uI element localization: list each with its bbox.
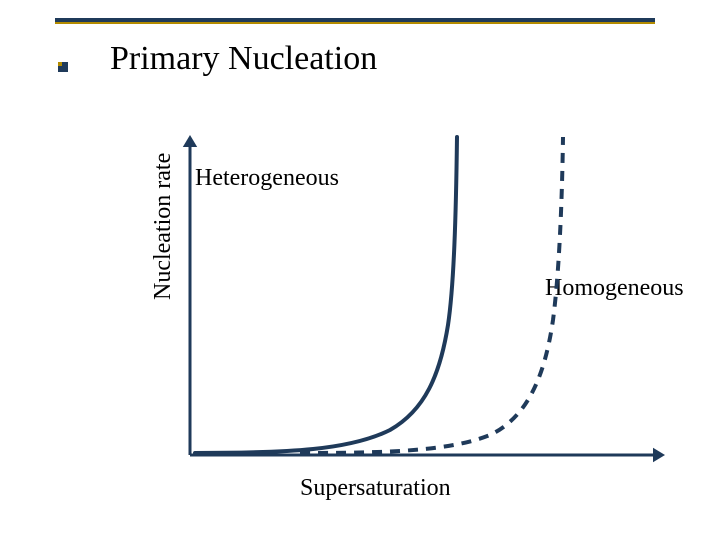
page-title: Primary Nucleation bbox=[110, 40, 377, 78]
nucleation-chart bbox=[150, 135, 670, 470]
title-rule-gold bbox=[55, 22, 655, 24]
title-bullet-icon bbox=[58, 62, 68, 72]
x-axis-label: Supersaturation bbox=[300, 475, 451, 502]
chart-svg bbox=[150, 135, 670, 470]
slide: Primary Nucleation Heterogeneous Homogen… bbox=[0, 0, 720, 540]
